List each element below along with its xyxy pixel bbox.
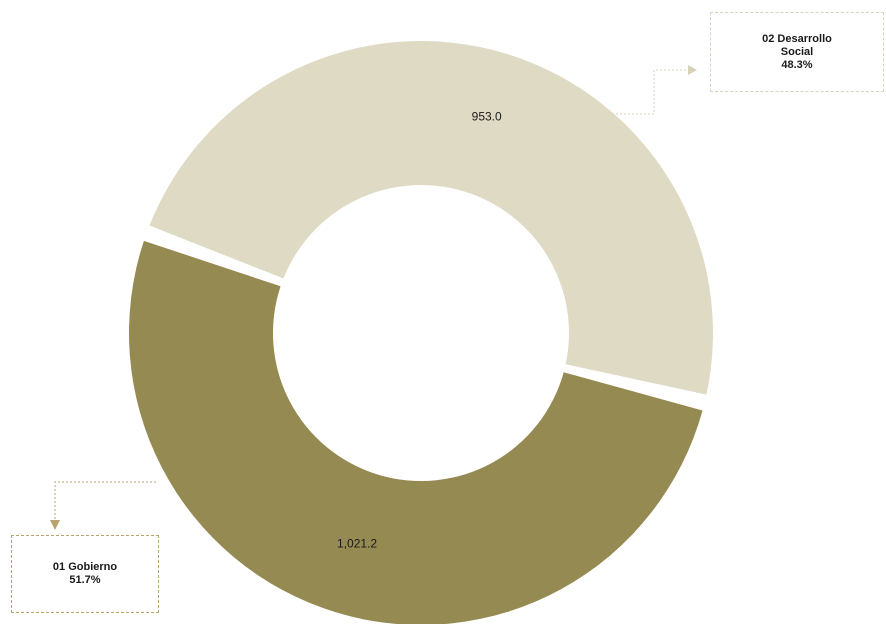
callout-gobierno-label: 01 Gobierno [52, 561, 118, 573]
value-label-desarrollo-social: 953.0 [472, 110, 502, 124]
callout-desarrollo-social-label-line2: Social [780, 45, 814, 58]
callout-gobierno-percent: 51.7% [69, 574, 101, 586]
callout-gobierno: 01 Gobierno 51.7% [11, 535, 159, 613]
leader-line-desarrollo-social [612, 69, 688, 115]
callout-desarrollo-social-percent: 48.3% [781, 58, 813, 71]
callout-desarrollo-social-label-line1: 02 Desarrollo [762, 32, 832, 45]
donut-slices [129, 41, 714, 624]
donut-slice-gobierno [129, 240, 703, 624]
leader-lines [50, 65, 697, 530]
leader-arrow-gobierno [50, 520, 60, 530]
donut-slice-desarrollo-social [149, 41, 714, 395]
value-labels: 953.0 1,021.2 [337, 110, 502, 551]
value-label-gobierno: 1,021.2 [337, 537, 377, 551]
callout-desarrollo-social: 02 Desarrollo Social 48.3% [710, 12, 884, 92]
leader-arrow-desarrollo-social [688, 65, 697, 75]
leader-line-gobierno [54, 481, 156, 520]
